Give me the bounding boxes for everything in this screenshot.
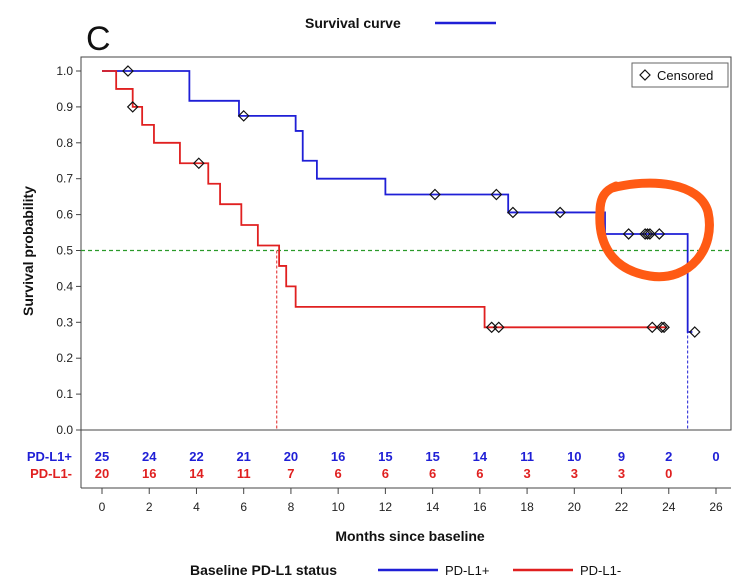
censored-legend: Censored bbox=[631, 62, 729, 88]
risk-count: 24 bbox=[142, 449, 157, 464]
risk-count: 25 bbox=[95, 449, 109, 464]
risk-count: 21 bbox=[236, 449, 250, 464]
y-tick-label: 0.2 bbox=[56, 351, 73, 365]
x-tick-label: 20 bbox=[568, 500, 582, 514]
risk-count: 15 bbox=[425, 449, 439, 464]
y-tick-label: 0.7 bbox=[56, 172, 73, 186]
risk-count: 7 bbox=[287, 466, 294, 481]
survival-step-line bbox=[102, 70, 667, 329]
censored-marker bbox=[653, 228, 666, 240]
censored-marker bbox=[688, 326, 701, 338]
x-axis-title: Months since baseline bbox=[335, 528, 485, 544]
risk-table: PD-L1+ 25 24 22 21 20 16 15 15 14 11 10 9 2 0PD-L1- 20 1… bbox=[27, 449, 720, 481]
risk-count: 11 bbox=[520, 449, 534, 464]
x-tick-label: 16 bbox=[473, 500, 487, 514]
top-legend: Survival curve bbox=[305, 15, 496, 31]
risk-count: 6 bbox=[382, 466, 389, 481]
y-tick-label: 0.8 bbox=[56, 136, 73, 150]
censored-marker bbox=[237, 110, 250, 122]
censored-marker bbox=[641, 228, 654, 240]
censored-marker bbox=[554, 206, 566, 219]
risk-count: 9 bbox=[618, 449, 625, 464]
risk-count: 6 bbox=[335, 466, 342, 481]
risk-count: 10 bbox=[567, 449, 581, 464]
risk-count: 6 bbox=[476, 466, 483, 481]
x-tick-label: 8 bbox=[288, 500, 295, 514]
risk-count: 20 bbox=[284, 449, 298, 464]
y-tick-label: 0.5 bbox=[56, 244, 73, 258]
censored-marker bbox=[192, 157, 205, 170]
y-axis-title: Survival probability bbox=[20, 186, 36, 316]
x-tick-label: 10 bbox=[331, 500, 345, 514]
risk-count: 3 bbox=[523, 466, 530, 481]
censored-marker bbox=[655, 321, 668, 334]
censored-legend-label: Censored bbox=[657, 68, 713, 83]
y-tick-label: 0.4 bbox=[56, 279, 73, 293]
censored-marker bbox=[507, 206, 519, 219]
censored-marker bbox=[646, 321, 659, 334]
series-pdl1-neg bbox=[102, 70, 670, 430]
y-tick-label: 0.9 bbox=[56, 100, 73, 114]
bottom-legend-title: Baseline PD-L1 status bbox=[190, 562, 337, 578]
censored-marker bbox=[122, 65, 134, 77]
y-tick-label: 0.0 bbox=[56, 423, 73, 437]
censored-marker bbox=[490, 188, 503, 201]
y-tick-label: 1.0 bbox=[56, 64, 73, 78]
risk-count: 6 bbox=[429, 466, 436, 481]
censored-marker bbox=[429, 188, 441, 201]
risk-count: 0 bbox=[712, 449, 719, 464]
legend-label-pdl1-pos: PD-L1+ bbox=[445, 563, 489, 578]
x-tick-label: 14 bbox=[426, 500, 440, 514]
risk-row-label: PD-L1+ bbox=[27, 449, 73, 464]
y-axis: 0.0 0.1 0.2 0.3 0.4 0.5 0.6 0.7 0.8 0.9 1.0 bbox=[56, 64, 81, 437]
risk-count: 20 bbox=[95, 466, 109, 481]
x-tick-label: 4 bbox=[193, 500, 200, 514]
x-axis: 0 2 4 6 8 10 12 14 16 18 20 22 24 26 bbox=[99, 488, 723, 514]
x-tick-label: 0 bbox=[99, 500, 106, 514]
x-tick-label: 18 bbox=[520, 500, 534, 514]
risk-count: 0 bbox=[665, 466, 672, 481]
censored-marker bbox=[126, 101, 139, 113]
x-tick-label: 26 bbox=[709, 500, 723, 514]
censored-marker bbox=[492, 321, 505, 334]
top-legend-label: Survival curve bbox=[305, 15, 401, 31]
x-tick-label: 12 bbox=[379, 500, 393, 514]
risk-count: 3 bbox=[618, 466, 625, 481]
risk-count: 22 bbox=[189, 449, 203, 464]
panel-label: C bbox=[86, 20, 111, 58]
risk-count: 2 bbox=[665, 449, 672, 464]
y-tick-label: 0.6 bbox=[56, 208, 73, 222]
bottom-legend: Baseline PD-L1 status PD-L1+ PD-L1- bbox=[190, 562, 621, 578]
x-tick-label: 6 bbox=[240, 500, 247, 514]
risk-count: 15 bbox=[378, 449, 392, 464]
x-tick-label: 24 bbox=[662, 500, 676, 514]
annotation-circle bbox=[595, 178, 714, 282]
censored-marker bbox=[658, 321, 670, 334]
censored-marker bbox=[639, 228, 652, 240]
x-tick-label: 2 bbox=[146, 500, 153, 514]
y-tick-label: 0.3 bbox=[56, 315, 73, 329]
risk-count: 11 bbox=[237, 466, 251, 481]
risk-count: 16 bbox=[331, 449, 345, 464]
plot-frame bbox=[80, 56, 732, 431]
y-tick-label: 0.1 bbox=[56, 387, 73, 401]
risk-count: 16 bbox=[142, 466, 156, 481]
censored-marker bbox=[622, 228, 635, 240]
diamond-icon bbox=[639, 69, 651, 81]
censored-marker bbox=[644, 228, 656, 240]
x-tick-label: 22 bbox=[615, 500, 629, 514]
risk-row-label: PD-L1- bbox=[30, 466, 72, 481]
risk-count: 3 bbox=[571, 466, 578, 481]
legend-label-pdl1-neg: PD-L1- bbox=[580, 563, 621, 578]
risk-count: 14 bbox=[189, 466, 204, 481]
risk-count: 14 bbox=[473, 449, 488, 464]
